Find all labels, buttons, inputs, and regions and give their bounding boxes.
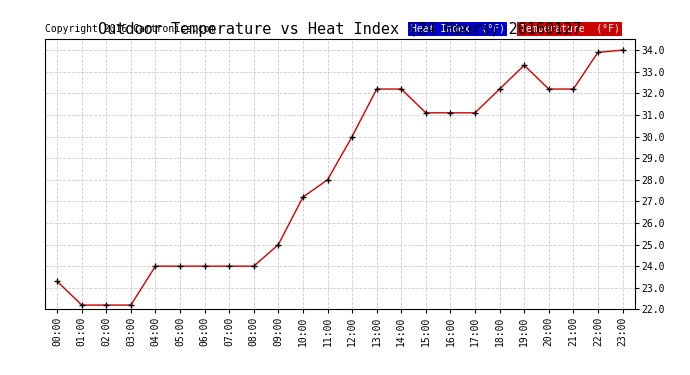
Title: Outdoor Temperature vs Heat Index (24 Hours) 20160127: Outdoor Temperature vs Heat Index (24 Ho… — [98, 22, 582, 37]
Text: Temperature  (°F): Temperature (°F) — [520, 24, 620, 34]
Text: Heat Index  (°F): Heat Index (°F) — [411, 24, 504, 34]
Text: Copyright 2016 Cartronics.com: Copyright 2016 Cartronics.com — [45, 24, 215, 34]
